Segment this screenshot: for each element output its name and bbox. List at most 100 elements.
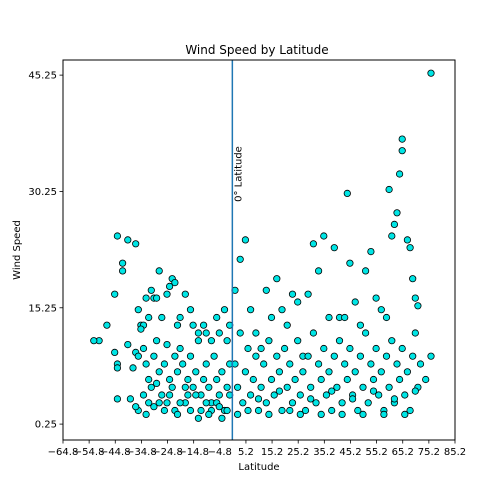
data-point (126, 395, 134, 403)
data-point (103, 321, 111, 329)
data-point (147, 383, 155, 391)
data-point (343, 189, 351, 197)
data-point (294, 337, 302, 345)
data-point (346, 259, 354, 267)
data-point (314, 360, 323, 368)
x-tick-label: 55.2 (365, 447, 387, 458)
x-tick-label: −44.8 (100, 447, 131, 458)
data-point (422, 375, 430, 384)
data-point (150, 403, 158, 411)
data-point (416, 360, 425, 368)
x-axis-ticks: −64.8−54.8−44.8−34.8−24.8−14.8−4.8 5.2 15.… (48, 440, 466, 458)
x-tick-label: 5.2 (238, 447, 254, 458)
data-point (139, 391, 148, 399)
data-point (173, 368, 182, 376)
data-point (223, 406, 231, 415)
data-point (155, 267, 163, 275)
data-point (129, 364, 137, 372)
data-point (153, 294, 161, 302)
data-point (223, 337, 231, 345)
data-point (393, 360, 401, 368)
data-point (427, 352, 435, 360)
data-point (111, 348, 119, 356)
data-point (372, 294, 380, 302)
data-point (307, 395, 315, 403)
x-tick-label: 65.2 (392, 447, 414, 458)
data-point (361, 267, 370, 275)
data-point (192, 368, 200, 376)
data-point (367, 248, 375, 256)
data-point (398, 147, 406, 155)
data-point (194, 329, 202, 337)
data-point (192, 391, 200, 399)
data-point (270, 391, 278, 399)
data-point (406, 406, 414, 415)
data-point (257, 383, 265, 391)
x-tick-label: −64.8 (48, 447, 79, 458)
data-point (390, 395, 398, 403)
data-point (278, 306, 286, 314)
data-point (132, 240, 140, 248)
data-point (90, 337, 98, 345)
data-point (377, 306, 385, 314)
reference-line-group: 0° Latitude (231, 60, 244, 440)
data-point (184, 391, 192, 399)
data-point (411, 294, 419, 302)
data-point (124, 236, 132, 244)
chart-title: Wind Speed by Latitude (185, 43, 328, 57)
data-point (163, 399, 171, 407)
data-point (309, 329, 317, 337)
x-tick-label: 75.2 (418, 447, 440, 458)
data-point (351, 298, 359, 306)
data-point (176, 344, 184, 353)
x-tick-label: 85.2 (444, 447, 466, 458)
data-point (409, 275, 417, 283)
data-point (179, 360, 187, 368)
data-point (369, 387, 378, 395)
data-point (348, 395, 357, 403)
data-point (296, 391, 304, 399)
data-point (205, 383, 213, 391)
data-point (205, 410, 213, 418)
data-point (286, 406, 294, 415)
data-point (382, 352, 391, 360)
data-point (186, 306, 195, 314)
data-point (361, 329, 370, 337)
data-point (309, 240, 317, 248)
data-point (142, 294, 150, 302)
data-point (275, 387, 283, 395)
data-point (314, 267, 323, 275)
data-point (288, 290, 297, 298)
data-point (194, 414, 202, 422)
data-point (325, 368, 333, 376)
data-point (186, 352, 195, 360)
data-point (312, 399, 320, 407)
data-point (176, 399, 184, 407)
data-point (283, 383, 291, 391)
data-point (328, 387, 336, 395)
data-point (354, 406, 362, 415)
data-point (244, 344, 252, 353)
data-point (215, 391, 223, 399)
data-point (166, 391, 174, 399)
data-point (132, 403, 140, 411)
x-tick-label: 15.2 (261, 447, 283, 458)
data-point (304, 352, 312, 360)
data-point (223, 383, 231, 391)
data-point (317, 375, 325, 384)
data-point (338, 399, 346, 407)
data-point (207, 337, 215, 345)
data-point (218, 368, 226, 376)
data-point (160, 360, 168, 368)
data-point (155, 368, 163, 376)
data-point (356, 321, 364, 329)
data-point (260, 360, 268, 368)
data-point (265, 410, 273, 418)
data-point (267, 375, 276, 384)
data-point (236, 255, 244, 263)
data-point (202, 399, 210, 407)
data-point (356, 352, 364, 360)
x-axis-label: Latitude (238, 462, 279, 473)
data-point (215, 329, 223, 337)
data-point (262, 399, 270, 407)
